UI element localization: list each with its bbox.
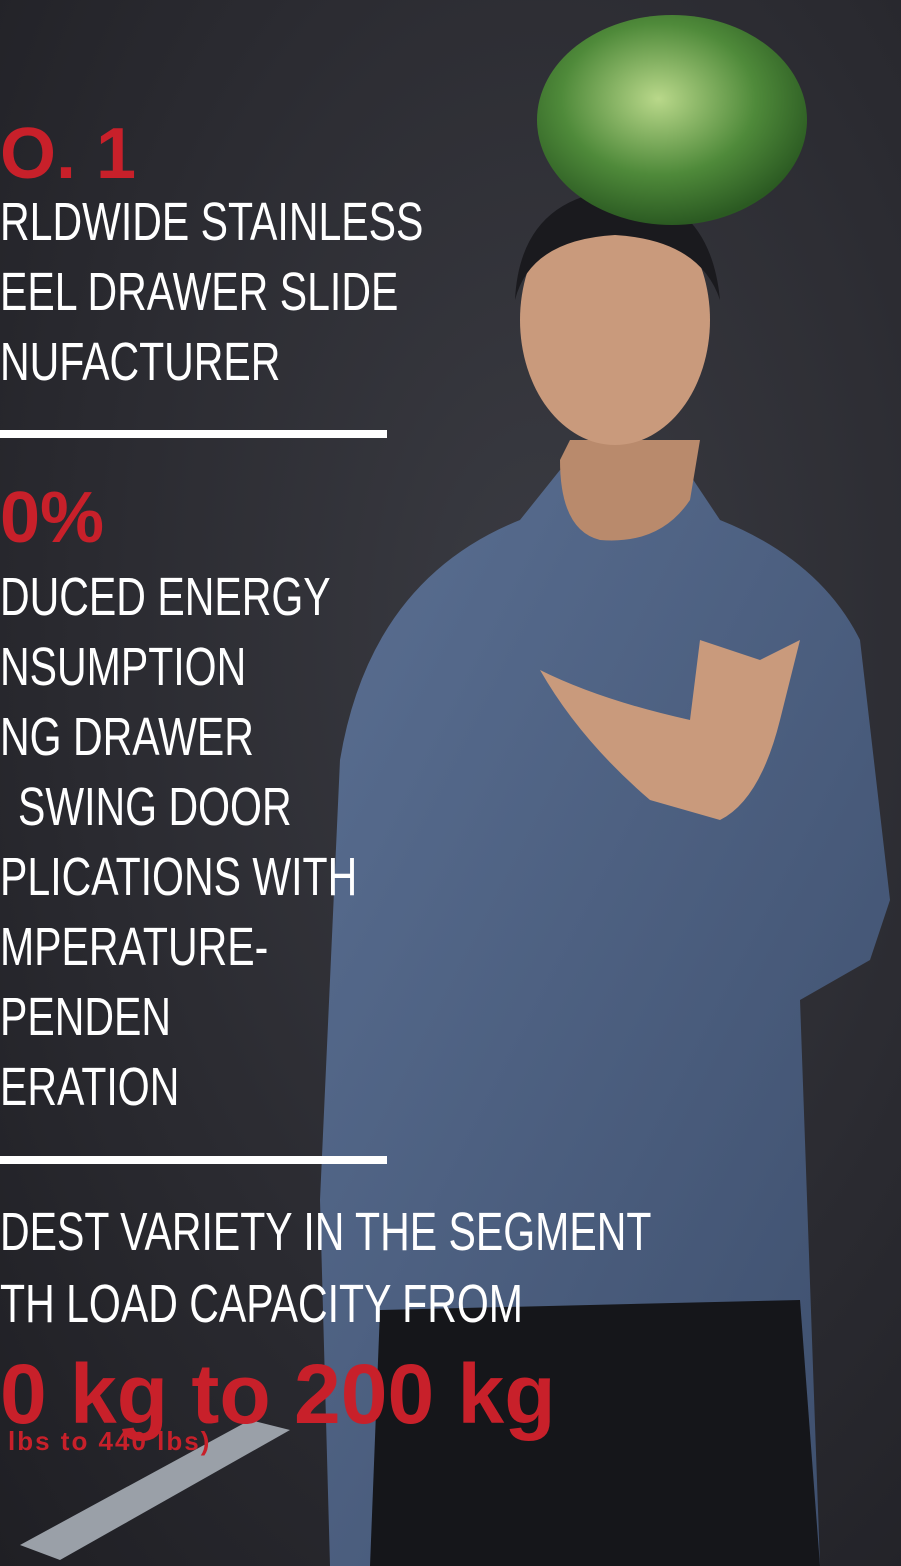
text-line: NG DRAWER — [0, 710, 254, 764]
page: O. 1 RLDWIDE STAINLESS EEL DRAWER SLIDE … — [0, 0, 901, 1566]
cabbage — [537, 15, 807, 225]
text-line: NSUMPTION — [0, 640, 246, 694]
text-line: RLDWIDE STAINLESS — [0, 195, 423, 249]
text-line: PLICATIONS WITH — [0, 850, 357, 904]
text-line: DUCED ENERGY — [0, 570, 331, 624]
divider — [0, 430, 387, 438]
text-line: NUFACTURER — [0, 335, 280, 389]
headline: 0% — [0, 482, 104, 554]
text-line: MPERATURE- — [0, 920, 268, 974]
text-line: ERATION — [0, 1060, 179, 1114]
text-line: PENDEN — [0, 990, 171, 1044]
text-line: EEL DRAWER SLIDE — [0, 265, 398, 319]
text-line: TH LOAD CAPACITY FROM — [0, 1277, 523, 1331]
headline: 0 kg to 200 kg — [0, 1352, 556, 1436]
text-line: DEST VARIETY IN THE SEGMENT — [0, 1205, 651, 1259]
subline: lbs to 440 lbs) — [8, 1428, 211, 1454]
text-line: SWING DOOR — [18, 780, 292, 834]
divider — [0, 1156, 387, 1164]
headline: O. 1 — [0, 118, 136, 190]
